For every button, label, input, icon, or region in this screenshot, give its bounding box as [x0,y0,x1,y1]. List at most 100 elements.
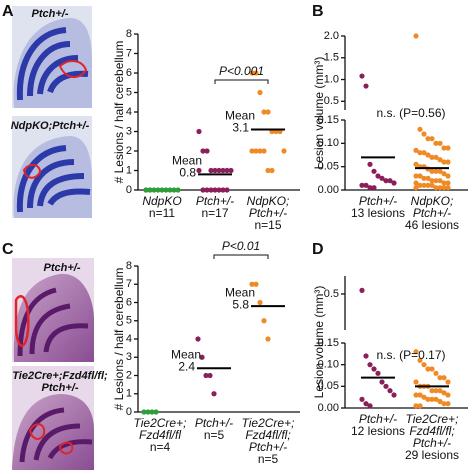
data-point [425,175,431,181]
data-point [441,375,447,381]
annotation: n.s. (P=0.17) [376,348,445,362]
x-tick-label: NdpKO; [247,194,290,208]
significance-label: P<0.001 [219,64,264,78]
data-point [167,187,173,193]
mean-value: 5.8 [232,297,249,311]
data-point [421,150,427,156]
data-point [379,175,385,181]
data-point [383,383,389,389]
data-point [387,178,393,184]
lesion-outline [22,164,42,179]
y-tick-label: 2 [126,145,132,157]
data-point [228,167,234,174]
group-count: 13 lesions [351,206,405,220]
x-tick-label: NdpKO [142,194,181,208]
data-point [441,180,447,186]
data-point [195,336,201,342]
x-tick-label: Fzd4fl/fl; [409,424,454,438]
data-point [417,150,423,156]
data-point [417,403,423,409]
panel-label: A [2,3,14,20]
y-tick-label: 0.15 [318,114,339,126]
y-axis-label: Lesion volume (mm³) [312,57,326,170]
y-tick-label: 0.5 [324,288,339,300]
data-point [441,401,447,407]
significance-label: P<0.01 [222,239,260,253]
data-point [413,161,419,167]
data-point [445,392,451,398]
data-point [433,185,439,191]
histology-images [12,6,95,470]
data-point [425,396,431,402]
data-point [425,182,431,188]
data-point [220,187,226,193]
panel-label: B [312,3,324,20]
data-point [437,375,443,381]
data-point [249,70,255,76]
mean-value: 2.4 [178,359,195,373]
y-tick-label: 3 [126,125,132,137]
mean-value: 3.1 [232,121,249,135]
data-point [143,187,149,193]
data-point [413,173,419,179]
data-point [417,392,423,398]
data-point [367,403,373,409]
data-point [224,187,230,193]
data-point [359,287,365,293]
data-point [425,152,431,158]
data-point [257,89,263,96]
data-point [359,182,365,188]
x-tick-label: Ptch+/- [359,412,397,426]
y-tick-label: 0.15 [318,337,339,349]
data-point [441,390,447,396]
data-point [163,187,169,193]
data-point [212,187,218,193]
panel-label: D [312,241,324,258]
data-point [441,159,447,165]
data-point [220,167,226,174]
y-tick-label: 0.00 [318,402,339,414]
x-tick-label: Ptch+/- [359,194,397,208]
data-point [153,409,159,415]
mean-label: Mean [171,347,201,361]
panel-label: C [2,241,14,258]
data-point [208,187,214,193]
data-point [216,167,222,174]
group-count: 12 lesions [351,424,405,438]
y-tick-label: 7 [126,47,132,59]
data-point [261,148,267,154]
image-label: Ptch+/- [44,262,81,274]
data-point [363,401,369,407]
data-point [413,349,419,355]
data-point [281,148,287,154]
data-point [421,362,427,368]
data-point [367,161,373,167]
data-point [363,83,369,89]
y-axis-label: Lesion volume (mm³) [312,286,326,399]
data-point [429,366,435,372]
data-point [375,370,381,376]
data-point [417,182,423,188]
lesion-outline [14,295,30,347]
y-tick-label: 5 [126,315,132,327]
group-count: n=11 [149,206,175,220]
x-tick-label: Tie2Cre+; [406,412,459,426]
data-point [387,388,393,394]
annotation: n.s. (P=0.56) [376,106,445,120]
data-point [175,187,181,193]
data-point [207,372,213,379]
data-point [445,401,451,407]
y-tick-label: 0 [126,184,132,196]
data-point [425,366,431,372]
data-point [433,140,439,146]
data-point [269,167,275,174]
data-point [417,357,423,363]
group-count: n=15 [254,218,281,232]
data-point [371,168,377,174]
data-point [413,403,419,409]
data-point [429,168,435,174]
x-tick-label: Ptch+/- [413,436,451,450]
data-point [437,157,443,163]
data-point [433,154,439,160]
